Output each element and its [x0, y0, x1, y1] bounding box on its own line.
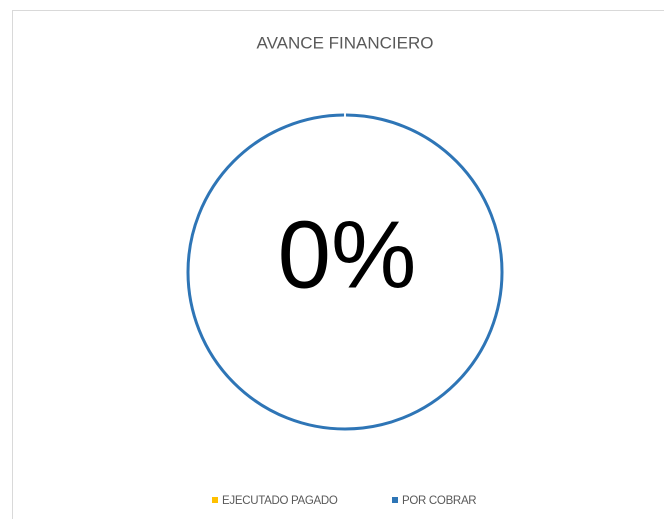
- center-label: 0%: [278, 201, 417, 308]
- legend-label: EJECUTADO PAGADO: [222, 495, 338, 507]
- doughnut-segment: [186, 113, 504, 431]
- chart-title: AVANCE FINANCIERO: [257, 33, 434, 52]
- legend-swatch: [212, 497, 218, 503]
- legend-label: POR COBRAR: [402, 495, 476, 507]
- legend-swatch: [392, 497, 398, 503]
- chart-border: [12, 10, 664, 519]
